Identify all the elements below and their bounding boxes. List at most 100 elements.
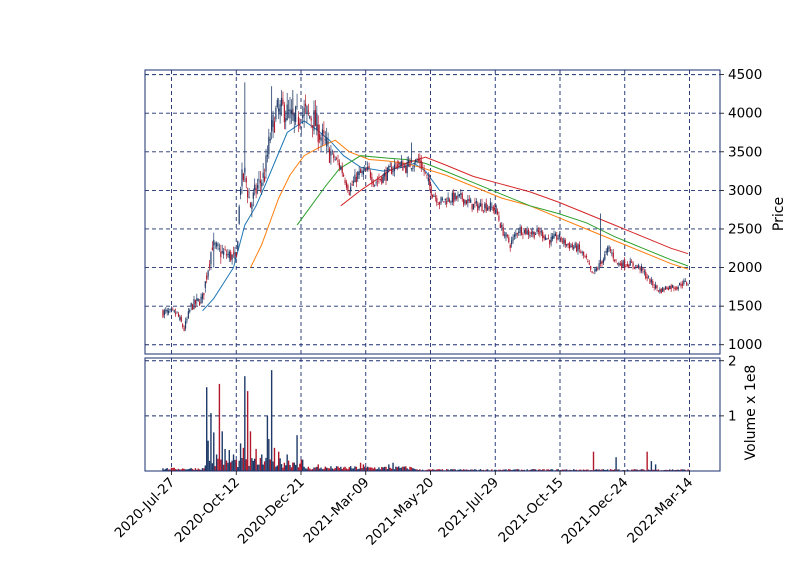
volume-bar <box>515 469 517 471</box>
candle-body <box>595 268 597 271</box>
moving-average-line <box>296 155 689 267</box>
candle-body <box>407 160 410 163</box>
candle-body <box>478 205 480 209</box>
volume-bar <box>227 462 229 471</box>
candle-body <box>502 227 504 236</box>
date-tick-label: 2020-Dec-21 <box>235 475 308 548</box>
volume-bar <box>560 469 562 471</box>
volume-bar <box>618 469 620 471</box>
candle-body <box>254 184 256 191</box>
candle-body <box>474 202 476 204</box>
candle-body <box>321 129 324 136</box>
candle-body <box>508 237 510 243</box>
candle-body <box>402 163 404 171</box>
candle-body <box>289 108 291 119</box>
candle-body <box>176 311 178 313</box>
volume-bar <box>503 469 506 471</box>
volume-bar <box>269 459 271 471</box>
volume-bar <box>368 467 370 471</box>
candle-body <box>210 252 212 265</box>
volume-bar <box>513 469 516 471</box>
candle-body <box>235 252 237 257</box>
candle-body <box>642 267 644 271</box>
candle-body <box>286 104 288 120</box>
candle-body <box>475 201 477 204</box>
candle-body <box>607 247 609 253</box>
candle-body <box>170 309 173 310</box>
candle-body <box>311 125 314 128</box>
candle-body <box>262 172 264 178</box>
volume-bar <box>321 469 324 471</box>
volume-bar <box>440 469 442 471</box>
candle-body <box>444 198 446 201</box>
candle-body <box>283 104 285 123</box>
candle-body <box>656 285 658 289</box>
volume-bar <box>177 468 180 471</box>
volume-bar <box>430 469 432 471</box>
volume-bar <box>395 466 397 471</box>
candle-body <box>187 311 189 318</box>
candle-body <box>608 246 610 249</box>
volume-bar <box>437 469 439 471</box>
volume-bar <box>541 469 544 471</box>
candle-body <box>639 267 641 271</box>
volume-bar <box>218 383 221 471</box>
candle-body <box>585 255 588 258</box>
candle-body <box>513 234 516 237</box>
volume-bar <box>344 466 346 471</box>
volume-bar <box>508 469 510 471</box>
candle-body <box>597 268 599 270</box>
candle-body <box>385 171 387 181</box>
volume-bar <box>409 466 411 471</box>
volume-bar <box>474 469 476 471</box>
volume-bar <box>234 459 236 471</box>
candle-body <box>362 170 365 175</box>
volume-bar <box>681 469 684 471</box>
candle-body <box>388 166 390 170</box>
candle-body <box>359 169 362 173</box>
candle-body <box>249 202 252 208</box>
volume-bar <box>471 469 473 471</box>
candle-body <box>371 176 373 183</box>
candle-body <box>182 324 184 328</box>
candle-body <box>520 227 523 235</box>
candle-body <box>328 148 331 163</box>
volume-bar <box>282 467 284 471</box>
candle-body <box>660 288 662 294</box>
volume-bar <box>509 469 511 471</box>
candle-body <box>632 262 634 267</box>
candle-body <box>536 228 538 232</box>
volume-bar <box>639 469 641 471</box>
candle-body <box>631 261 633 263</box>
candle-body <box>193 298 195 309</box>
volume-bar <box>210 413 212 471</box>
volume-bar <box>213 432 215 471</box>
volume-bar <box>585 469 588 471</box>
volume-bar <box>272 461 274 471</box>
candle-body <box>175 312 177 315</box>
candle-body <box>450 201 452 203</box>
volume-bar <box>582 469 585 471</box>
candle-body <box>633 266 636 269</box>
volume-bar <box>447 469 449 471</box>
volume-bar <box>270 370 273 471</box>
date-tick-label: 2021-Mar-09 <box>301 475 373 547</box>
volume-bar <box>561 469 564 471</box>
candle-body <box>231 254 233 260</box>
volume-bar <box>314 467 317 471</box>
volume-bar <box>248 465 250 471</box>
volume-bar <box>162 468 164 471</box>
volume-bar <box>241 457 243 471</box>
candle-body <box>587 261 589 262</box>
candle-body <box>446 201 448 205</box>
candle-body <box>453 192 455 203</box>
volume-tick-label: 1 <box>728 408 737 424</box>
candle-body <box>530 232 532 235</box>
volume-bar <box>280 464 283 471</box>
candle-body <box>598 263 600 269</box>
volume-bar <box>626 469 629 471</box>
volume-bar <box>376 468 379 471</box>
candle-body <box>491 206 493 208</box>
candle-body <box>211 247 213 251</box>
candle-body <box>643 271 645 273</box>
